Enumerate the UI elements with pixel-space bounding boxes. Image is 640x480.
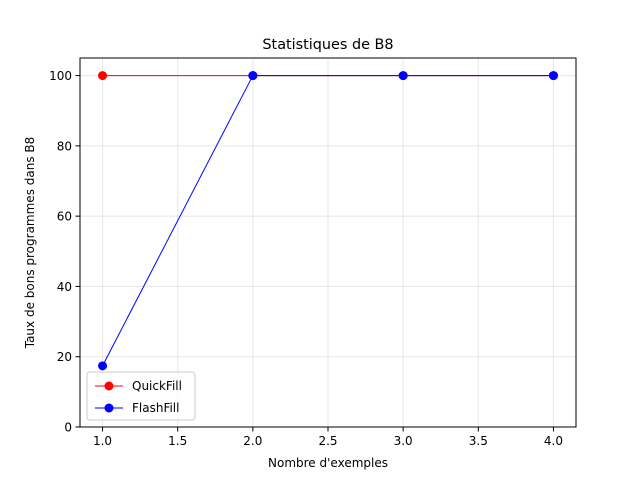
x-tick-label: 3.5 — [469, 434, 488, 448]
y-axis-label: Taux de bons programmes dans B8 — [23, 137, 37, 350]
y-tick-label: 0 — [64, 421, 72, 435]
legend-entry-quickfill: QuickFill — [95, 379, 182, 393]
ticks: 1.0 1.5 2.0 2.5 3.0 3.5 4.0 0 20 40 60 80 100 — [49, 69, 563, 448]
x-axis-label: Nombre d'exemples — [268, 456, 388, 470]
legend-label-quickfill: QuickFill — [132, 379, 182, 393]
y-tick-label: 100 — [49, 69, 72, 83]
x-tick-label: 3.0 — [394, 434, 413, 448]
series-line-flashfill — [102, 75, 554, 367]
legend-marker-flashfill — [104, 403, 114, 413]
series-layer — [98, 71, 558, 371]
data-point-flashfill — [98, 361, 108, 371]
x-tick-label: 1.0 — [93, 434, 112, 448]
chart-title: Statistiques de B8 — [262, 37, 393, 53]
y-tick-label: 40 — [57, 280, 72, 294]
legend-marker-quickfill — [104, 381, 114, 391]
legend-label-flashfill: FlashFill — [132, 401, 179, 415]
data-point-flashfill — [248, 71, 258, 81]
x-tick-label: 4.0 — [544, 434, 563, 448]
y-tick-label: 80 — [57, 139, 72, 153]
x-tick-label: 1.5 — [168, 434, 187, 448]
data-point-flashfill — [398, 71, 408, 81]
y-tick-label: 20 — [57, 350, 72, 364]
x-tick-label: 2.5 — [318, 434, 337, 448]
legend: QuickFill FlashFill — [86, 371, 196, 421]
legend-entry-flashfill: FlashFill — [95, 401, 179, 415]
x-tick-label: 2.0 — [243, 434, 262, 448]
data-point-flashfill — [548, 71, 558, 81]
y-tick-label: 60 — [57, 210, 72, 224]
data-point-quickfill — [98, 71, 108, 81]
